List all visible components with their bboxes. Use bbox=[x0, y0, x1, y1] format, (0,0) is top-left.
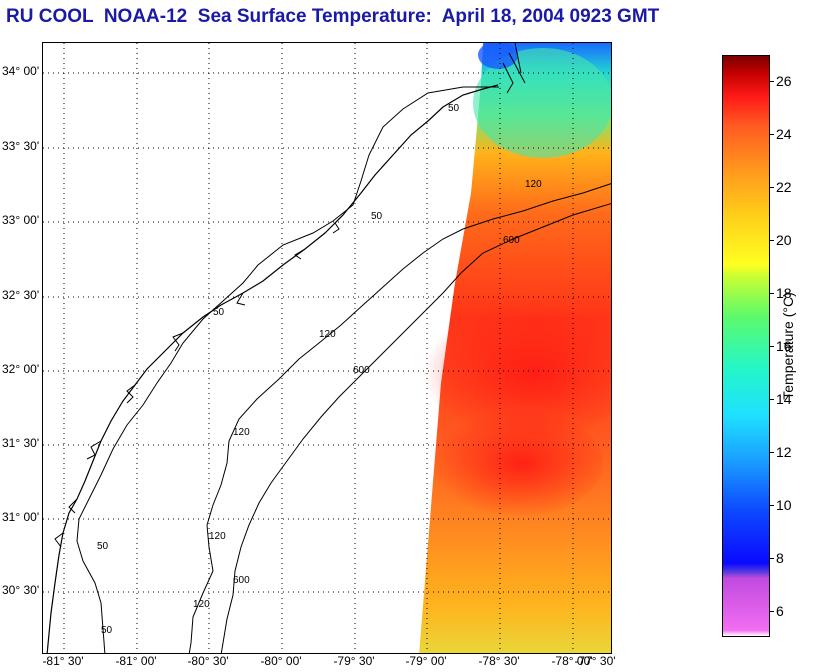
colorbar-tickmark bbox=[770, 346, 774, 347]
isobath-600 bbox=[220, 203, 611, 653]
lat-label-32-30: 32° 30' bbox=[2, 288, 40, 302]
colorbar-tick-label: 6 bbox=[776, 602, 784, 619]
coastline-inlets bbox=[54, 43, 526, 548]
lat-label-31-30: 31° 30' bbox=[2, 436, 40, 450]
warm-gulf-stream-band bbox=[413, 303, 611, 443]
lon-label-80-00: -80° 00' bbox=[260, 654, 302, 668]
lon-label-81-00: -81° 00' bbox=[115, 654, 157, 668]
isobath-120 bbox=[188, 183, 611, 653]
sst-map: 50 50 50 50 50 120 120 120 120 120 600 6… bbox=[42, 42, 612, 654]
colorbar-tick-label: 18 bbox=[776, 285, 792, 302]
sst-map-svg: 50 50 50 50 50 120 120 120 120 120 600 6… bbox=[43, 43, 611, 653]
isobath-label-50-e: 50 bbox=[101, 625, 113, 636]
isobath-label-120-e: 120 bbox=[193, 599, 210, 610]
isobath-label-50-d: 50 bbox=[97, 541, 109, 552]
lat-label-30-30: 30° 30' bbox=[2, 583, 40, 597]
isobath-label-120-d: 120 bbox=[209, 531, 226, 542]
map-title: RU COOL NOAA-12 Sea Surface Temperature:… bbox=[6, 6, 660, 27]
lon-label-81-30: -81° 30' bbox=[42, 654, 84, 668]
isobath-label-120-c: 120 bbox=[233, 427, 250, 438]
coastline bbox=[46, 84, 499, 653]
colorbar-tickmark bbox=[770, 610, 774, 612]
colorbar-tickmark bbox=[770, 240, 774, 242]
colorbar-tickmark bbox=[770, 81, 774, 83]
colorbar-tick-label: 22 bbox=[776, 179, 792, 196]
isobath-label-600-c: 600 bbox=[233, 575, 250, 586]
lat-label-33-30: 33° 30' bbox=[2, 139, 40, 153]
colorbar-tickmark bbox=[770, 504, 774, 506]
lon-label-78-00: -78° 00' bbox=[551, 654, 593, 668]
colorbar-tick-label: 24 bbox=[776, 126, 792, 143]
cool-north-water bbox=[473, 48, 611, 158]
colorbar-tick-label: 16 bbox=[776, 338, 792, 354]
lon-label-80-30: -80° 30' bbox=[187, 654, 229, 668]
colorbar-tick-label: 10 bbox=[776, 496, 792, 513]
colorbar-tick-label: 12 bbox=[776, 443, 792, 460]
isobath-label-50-a: 50 bbox=[448, 103, 460, 114]
graticule bbox=[43, 43, 611, 653]
colorbar-tick-label: 14 bbox=[776, 390, 792, 407]
lat-label-34-00: 34° 00' bbox=[2, 64, 40, 78]
lat-label-33-00: 33° 00' bbox=[2, 213, 40, 227]
lon-label-79-30: -79° 30' bbox=[333, 654, 375, 668]
isobath-50 bbox=[76, 86, 499, 653]
lon-label-77-30: -77° 30' bbox=[574, 654, 616, 668]
lat-label-31-00: 31° 00' bbox=[2, 510, 40, 524]
isobath-label-50-b: 50 bbox=[371, 211, 383, 222]
colorbar-tick-label: 26 bbox=[776, 73, 792, 90]
isobath-label-600-b: 600 bbox=[353, 365, 370, 376]
colorbar-tick-label: 20 bbox=[776, 232, 792, 249]
isobath-label-600-a: 600 bbox=[503, 235, 520, 246]
warm-gulf-stream-band-2 bbox=[423, 408, 603, 518]
colorbar-tickmark bbox=[770, 451, 774, 453]
lon-label-78-30: -78° 30' bbox=[478, 654, 520, 668]
colorbar-tickmark bbox=[770, 398, 774, 400]
colorbar-tickmark bbox=[770, 134, 774, 136]
lon-label-79-00: -79° 00' bbox=[405, 654, 447, 668]
cold-patch-north bbox=[478, 43, 518, 69]
colorbar-label: Temperature (°C) bbox=[780, 292, 796, 400]
colorbar-tickmark bbox=[770, 293, 774, 295]
isobath-label-120-b: 120 bbox=[319, 329, 336, 340]
isobath-label-50-c: 50 bbox=[213, 307, 225, 318]
colorbar-tickmark bbox=[770, 557, 774, 559]
isobath-label-120-a: 120 bbox=[525, 179, 542, 190]
colorbar-tickmark bbox=[770, 187, 774, 189]
lat-label-32-00: 32° 00' bbox=[2, 362, 40, 376]
colorbar: 26 24 22 20 18 16 14 12 10 8 6 bbox=[722, 55, 792, 637]
colorbar-tick-label: 8 bbox=[776, 549, 784, 566]
colorbar-gradient bbox=[722, 55, 770, 637]
